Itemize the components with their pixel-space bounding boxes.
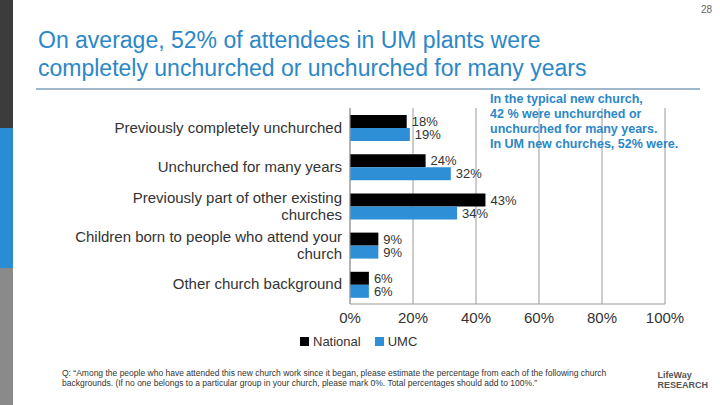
svg-text:19%: 19%: [415, 127, 441, 142]
svg-text:43%: 43%: [490, 193, 516, 208]
svg-text:60%: 60%: [524, 309, 554, 326]
svg-text:Other church background: Other church background: [173, 275, 342, 292]
svg-text:6%: 6%: [374, 284, 393, 299]
html-text:UMC: UMC: [387, 334, 418, 349]
html-text:On average, 52% of attendees i: On average, 52% of attendees in UM plant…: [38, 27, 541, 53]
svg-text:32%: 32%: [456, 166, 482, 181]
svg-text:20%: 20%: [398, 309, 428, 326]
html-text:28: 28: [700, 4, 712, 15]
svg-text:18%: 18%: [411, 114, 438, 130]
svg-text:Previously completely unchurch: Previously completely unchurched: [114, 119, 342, 136]
svg-text:9%: 9%: [383, 245, 402, 260]
svg-text:Children born to people who at: Children born to people who attend yourc…: [75, 228, 342, 262]
svg-text:9%: 9%: [383, 231, 403, 247]
svg-text:6%: 6%: [373, 270, 393, 286]
svg-text:40%: 40%: [461, 309, 491, 326]
svg-text:34%: 34%: [462, 206, 488, 221]
html-text:LifeWay: LifeWay: [657, 370, 692, 380]
html-text:completely unchurched or unchu: completely unchurched or unchurched for …: [38, 55, 587, 81]
svg-text:Previously part of other exist: Previously part of other existingchurche…: [133, 189, 342, 223]
html-text:42 % were unchurched or: 42 % were unchurched or: [490, 107, 642, 121]
svg-text:0%: 0%: [339, 309, 361, 326]
svg-text:100%: 100%: [646, 309, 684, 326]
html-text:National: National: [313, 334, 361, 349]
svg-text:24%: 24%: [431, 153, 457, 168]
html-text:Q: “Among the people who have: Q: “Among the people who have attended t…: [62, 368, 607, 388]
html-text:unchurched for many years.: unchurched for many years.: [490, 122, 658, 136]
html-text:RESEARCH: RESEARCH: [657, 380, 708, 390]
html-text:In UM new churches, 52% were.: In UM new churches, 52% were.: [490, 137, 679, 151]
svg-text:Unchurched for many years: Unchurched for many years: [158, 158, 342, 175]
svg-text:80%: 80%: [587, 309, 617, 326]
html-text:In the typical new church,: In the typical new church,: [490, 92, 643, 106]
